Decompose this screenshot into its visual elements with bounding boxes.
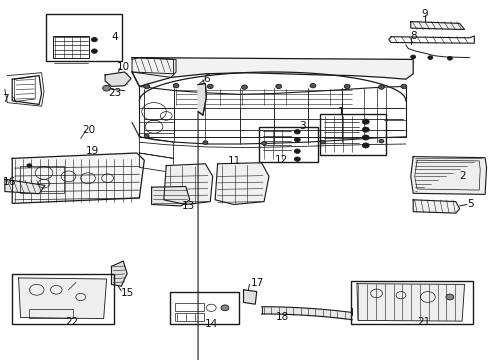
Circle shape xyxy=(294,157,300,161)
Circle shape xyxy=(203,141,207,144)
Circle shape xyxy=(27,164,32,167)
Circle shape xyxy=(91,49,97,53)
Polygon shape xyxy=(412,200,459,213)
Circle shape xyxy=(362,135,368,140)
Polygon shape xyxy=(12,153,144,203)
Circle shape xyxy=(447,57,451,60)
Text: 18: 18 xyxy=(275,312,288,322)
Polygon shape xyxy=(5,179,45,194)
Circle shape xyxy=(344,84,349,89)
Polygon shape xyxy=(243,290,256,304)
Circle shape xyxy=(173,84,179,88)
Circle shape xyxy=(275,84,281,89)
Text: 11: 11 xyxy=(227,156,240,166)
Bar xyxy=(170,292,238,324)
Bar xyxy=(29,309,73,318)
Polygon shape xyxy=(132,58,412,86)
Text: 4: 4 xyxy=(111,32,118,42)
Circle shape xyxy=(102,85,110,91)
Circle shape xyxy=(362,119,368,124)
Polygon shape xyxy=(19,278,106,319)
Bar xyxy=(46,14,122,61)
Circle shape xyxy=(410,55,415,59)
Circle shape xyxy=(143,84,149,89)
Text: 20: 20 xyxy=(82,125,95,135)
Circle shape xyxy=(445,294,453,300)
Circle shape xyxy=(362,127,368,132)
Polygon shape xyxy=(105,72,131,86)
Circle shape xyxy=(144,134,149,138)
Polygon shape xyxy=(356,284,464,321)
Text: 10: 10 xyxy=(116,62,129,72)
Text: 8: 8 xyxy=(409,31,416,41)
Bar xyxy=(53,36,89,58)
Text: 19: 19 xyxy=(85,146,99,156)
Bar xyxy=(320,114,386,155)
Circle shape xyxy=(378,139,383,143)
Circle shape xyxy=(261,141,266,145)
Bar xyxy=(259,127,317,162)
Text: 23: 23 xyxy=(108,88,122,98)
Bar xyxy=(20,166,63,193)
Text: 7: 7 xyxy=(2,94,9,104)
Polygon shape xyxy=(410,157,486,194)
Text: 15: 15 xyxy=(121,288,134,298)
Circle shape xyxy=(207,84,213,89)
Bar xyxy=(175,303,204,311)
Text: 17: 17 xyxy=(250,278,264,288)
Polygon shape xyxy=(163,164,212,204)
Circle shape xyxy=(241,85,247,89)
Circle shape xyxy=(400,84,406,89)
Circle shape xyxy=(427,56,432,59)
Polygon shape xyxy=(151,186,189,206)
Text: 14: 14 xyxy=(204,319,217,329)
Polygon shape xyxy=(410,22,464,30)
Text: 9: 9 xyxy=(421,9,427,19)
Bar xyxy=(12,274,114,324)
Text: 22: 22 xyxy=(65,317,78,327)
Circle shape xyxy=(294,138,300,142)
Text: 3: 3 xyxy=(298,121,305,131)
Polygon shape xyxy=(215,163,268,204)
Polygon shape xyxy=(198,84,206,115)
Text: 16: 16 xyxy=(2,177,16,187)
Circle shape xyxy=(221,305,228,311)
Circle shape xyxy=(378,85,384,89)
Circle shape xyxy=(309,84,315,88)
Text: 2: 2 xyxy=(459,171,466,181)
Bar xyxy=(175,313,204,321)
Circle shape xyxy=(294,130,300,134)
Text: 5: 5 xyxy=(466,199,473,210)
Text: 12: 12 xyxy=(274,155,287,165)
Polygon shape xyxy=(111,261,127,286)
Circle shape xyxy=(320,140,325,144)
Text: 13: 13 xyxy=(182,201,195,211)
Bar xyxy=(350,281,472,324)
Circle shape xyxy=(362,143,368,148)
Text: 6: 6 xyxy=(203,74,209,84)
Text: 1: 1 xyxy=(337,107,344,117)
Text: 21: 21 xyxy=(416,317,429,327)
Circle shape xyxy=(91,37,97,42)
Circle shape xyxy=(294,149,300,153)
